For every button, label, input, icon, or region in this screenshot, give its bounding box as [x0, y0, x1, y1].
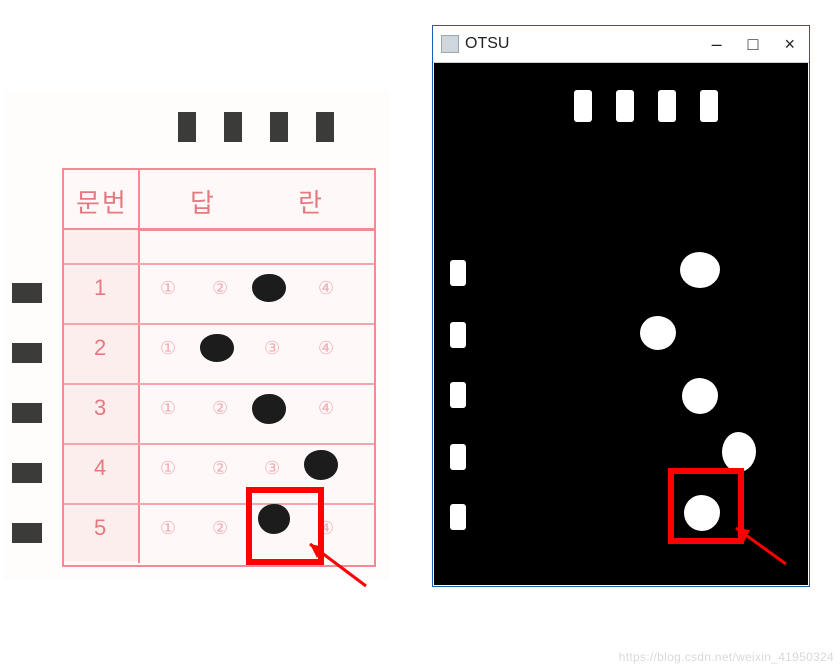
minimize-button[interactable]: – — [712, 34, 722, 55]
answer-blob — [252, 274, 286, 302]
bin-blob — [680, 252, 720, 288]
option-glyph: ① — [160, 338, 176, 359]
app-icon — [441, 35, 459, 53]
option-glyph: ① — [160, 398, 176, 419]
option-glyph: ② — [212, 518, 228, 539]
left-reg-mark — [12, 403, 42, 423]
bin-left-mark — [450, 444, 466, 470]
row-number: 5 — [94, 515, 106, 541]
top-reg-mark — [178, 112, 196, 142]
arrow-left — [290, 530, 380, 600]
header-col1: 문번 — [76, 183, 128, 220]
bin-blob — [640, 316, 676, 350]
answer-blob — [304, 450, 338, 480]
bin-top-mark — [658, 90, 676, 122]
row-number: 3 — [94, 395, 106, 421]
bin-top-mark — [574, 90, 592, 122]
close-button[interactable]: × — [784, 34, 795, 55]
option-glyph: ④ — [318, 398, 334, 419]
binary-image — [434, 63, 808, 585]
answer-blob — [252, 394, 286, 424]
arrow-right — [720, 516, 800, 576]
titlebar: OTSU – □ × — [433, 26, 809, 63]
bin-left-mark — [450, 382, 466, 408]
bin-left-mark — [450, 322, 466, 348]
row-number: 4 — [94, 455, 106, 481]
left-reg-mark — [12, 523, 42, 543]
row-sep — [64, 383, 374, 385]
bin-left-mark — [450, 504, 466, 530]
row-number: 2 — [94, 335, 106, 361]
option-glyph: ④ — [318, 278, 334, 299]
option-glyph: ③ — [264, 338, 280, 359]
row-sep — [64, 503, 374, 505]
canvas: 문번 답 란 1 2 3 4 5 ① ② ④ ① ③ ④ ① ② ④ ① ② ③… — [0, 0, 840, 668]
maximize-button[interactable]: □ — [748, 34, 759, 55]
option-glyph: ② — [212, 458, 228, 479]
bin-top-mark — [616, 90, 634, 122]
option-glyph: ① — [160, 458, 176, 479]
row-number: 1 — [94, 275, 106, 301]
watermark: https://blog.csdn.net/weixin_41950324 — [619, 650, 834, 664]
bin-left-mark — [450, 260, 466, 286]
top-reg-mark — [270, 112, 288, 142]
top-reg-mark — [224, 112, 242, 142]
top-reg-mark — [316, 112, 334, 142]
window-title: OTSU — [465, 35, 509, 53]
answer-blob — [200, 334, 234, 362]
left-reg-mark — [12, 343, 42, 363]
row-sep — [64, 443, 374, 445]
header-col2: 답 — [190, 183, 216, 220]
option-glyph: ② — [212, 398, 228, 419]
bin-top-mark — [700, 90, 718, 122]
option-glyph: ① — [160, 278, 176, 299]
option-glyph: ② — [212, 278, 228, 299]
left-reg-mark — [12, 463, 42, 483]
row-sep — [64, 263, 374, 265]
option-glyph: ④ — [318, 338, 334, 359]
header-col3: 란 — [298, 183, 324, 220]
bin-blob — [722, 432, 756, 472]
option-glyph: ③ — [264, 458, 280, 479]
bin-blob — [682, 378, 718, 414]
option-glyph: ① — [160, 518, 176, 539]
row-sep — [64, 323, 374, 325]
left-reg-mark — [12, 283, 42, 303]
